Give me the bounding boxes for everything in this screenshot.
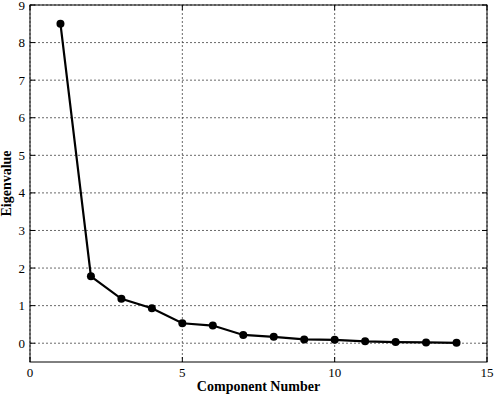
y-tick (30, 5, 35, 6)
x-tick-label: 0 (27, 365, 34, 380)
x-tick (487, 5, 488, 10)
y-tick-label: 1 (19, 298, 26, 313)
y-tick-label: 6 (19, 110, 26, 125)
plot-frame (30, 5, 487, 362)
marker (209, 322, 217, 330)
marker (361, 337, 369, 345)
y-tick-label: 9 (19, 0, 26, 13)
y-tick (30, 192, 35, 193)
y-tick-label: 4 (19, 185, 26, 200)
marker (178, 319, 186, 327)
y-tick (30, 80, 35, 81)
marker (392, 338, 400, 346)
y-tick-label: 8 (19, 35, 26, 50)
y-tick (482, 192, 487, 193)
y-tick (30, 343, 35, 344)
marker (300, 335, 308, 343)
y-tick (30, 268, 35, 269)
y-grid-line (30, 192, 487, 193)
y-tick (482, 268, 487, 269)
line (60, 24, 456, 343)
y-grid-line (30, 230, 487, 231)
axes: 0 5 10 15 0 1 2 3 4 5 6 7 8 9 (19, 0, 494, 380)
marker (422, 338, 430, 346)
x-tick (182, 357, 183, 362)
y-tick (482, 305, 487, 306)
marker (270, 333, 278, 341)
y-tick-label: 0 (19, 336, 26, 351)
y-tick (482, 230, 487, 231)
y-tick (482, 42, 487, 43)
y-tick-label: 2 (19, 261, 26, 276)
y-tick (482, 117, 487, 118)
marker (453, 339, 461, 347)
y-tick (30, 155, 35, 156)
marker (117, 295, 125, 303)
background (0, 0, 500, 396)
chart: 0 5 10 15 0 1 2 3 4 5 6 7 8 9 Component Number Eigenval… (0, 0, 500, 396)
chart-container: 0 5 10 15 0 1 2 3 4 5 6 7 8 9 Component Number Eigenval… (0, 0, 500, 396)
x-axis-label: Component Number (197, 379, 320, 394)
y-tick (30, 305, 35, 306)
marker (148, 304, 156, 312)
x-tick-label: 15 (481, 365, 494, 380)
marker (239, 331, 247, 339)
y-tick-label: 7 (19, 73, 26, 88)
y-grid-line (30, 42, 487, 43)
y-tick (482, 343, 487, 344)
y-axis-label: Eigenvalue (0, 150, 14, 216)
x-tick-label: 5 (179, 365, 186, 380)
y-tick (482, 5, 487, 6)
x-tick (30, 5, 31, 10)
y-tick (30, 42, 35, 43)
y-tick-label: 5 (19, 148, 26, 163)
x-grid-line (182, 5, 183, 362)
grid (30, 5, 487, 362)
x-tick (182, 5, 183, 10)
y-tick (482, 155, 487, 156)
x-tick (334, 5, 335, 10)
x-tick (334, 357, 335, 362)
marker (331, 336, 339, 344)
y-tick (30, 117, 35, 118)
marker (56, 20, 64, 28)
y-grid-line (30, 268, 487, 269)
x-tick (487, 357, 488, 362)
y-grid-line (30, 305, 487, 306)
y-tick-label: 3 (19, 223, 26, 238)
x-tick-label: 10 (328, 365, 341, 380)
x-tick (30, 357, 31, 362)
y-tick (482, 80, 487, 81)
y-grid-line (30, 155, 487, 156)
y-grid-line (30, 80, 487, 81)
x-grid-line (334, 5, 335, 362)
marker (87, 272, 95, 280)
y-grid-line (30, 117, 487, 118)
data-group (56, 20, 460, 347)
y-tick (30, 230, 35, 231)
